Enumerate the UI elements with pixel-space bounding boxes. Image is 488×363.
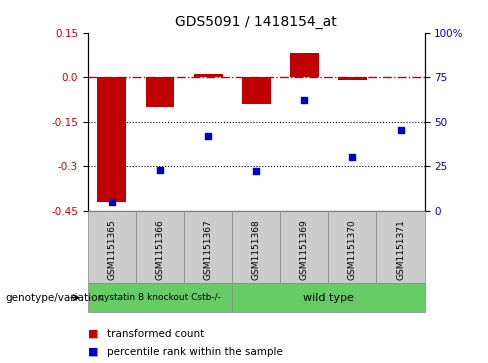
Text: wild type: wild type xyxy=(303,293,354,303)
Point xyxy=(301,97,308,103)
Point xyxy=(156,167,164,172)
Bar xyxy=(88,283,232,312)
Text: ■: ■ xyxy=(88,329,99,339)
Text: GSM1151370: GSM1151370 xyxy=(348,219,357,280)
Text: transformed count: transformed count xyxy=(107,329,204,339)
Text: GSM1151368: GSM1151368 xyxy=(252,219,261,280)
Text: cystatin B knockout Cstb-/-: cystatin B knockout Cstb-/- xyxy=(99,293,221,302)
Title: GDS5091 / 1418154_at: GDS5091 / 1418154_at xyxy=(175,15,337,29)
Bar xyxy=(280,211,328,283)
Text: ■: ■ xyxy=(88,347,99,357)
Bar xyxy=(290,53,319,77)
Bar xyxy=(145,77,174,107)
Bar xyxy=(338,77,367,80)
Text: GSM1151366: GSM1151366 xyxy=(156,219,164,280)
Text: genotype/variation: genotype/variation xyxy=(5,293,104,303)
Text: GSM1151365: GSM1151365 xyxy=(107,219,117,280)
Bar xyxy=(98,77,126,202)
Bar xyxy=(328,211,376,283)
Text: percentile rank within the sample: percentile rank within the sample xyxy=(107,347,283,357)
Bar xyxy=(194,74,223,77)
Point xyxy=(204,133,212,139)
Bar xyxy=(232,283,425,312)
Text: GSM1151369: GSM1151369 xyxy=(300,219,309,280)
Bar xyxy=(232,211,280,283)
Point xyxy=(108,199,116,205)
Bar xyxy=(136,211,184,283)
Text: GSM1151367: GSM1151367 xyxy=(203,219,213,280)
Bar xyxy=(376,211,425,283)
Point xyxy=(252,168,260,174)
Bar xyxy=(184,211,232,283)
Point xyxy=(397,128,405,134)
Bar xyxy=(88,211,136,283)
Point xyxy=(348,154,356,160)
Bar xyxy=(242,77,271,104)
Text: GSM1151371: GSM1151371 xyxy=(396,219,405,280)
